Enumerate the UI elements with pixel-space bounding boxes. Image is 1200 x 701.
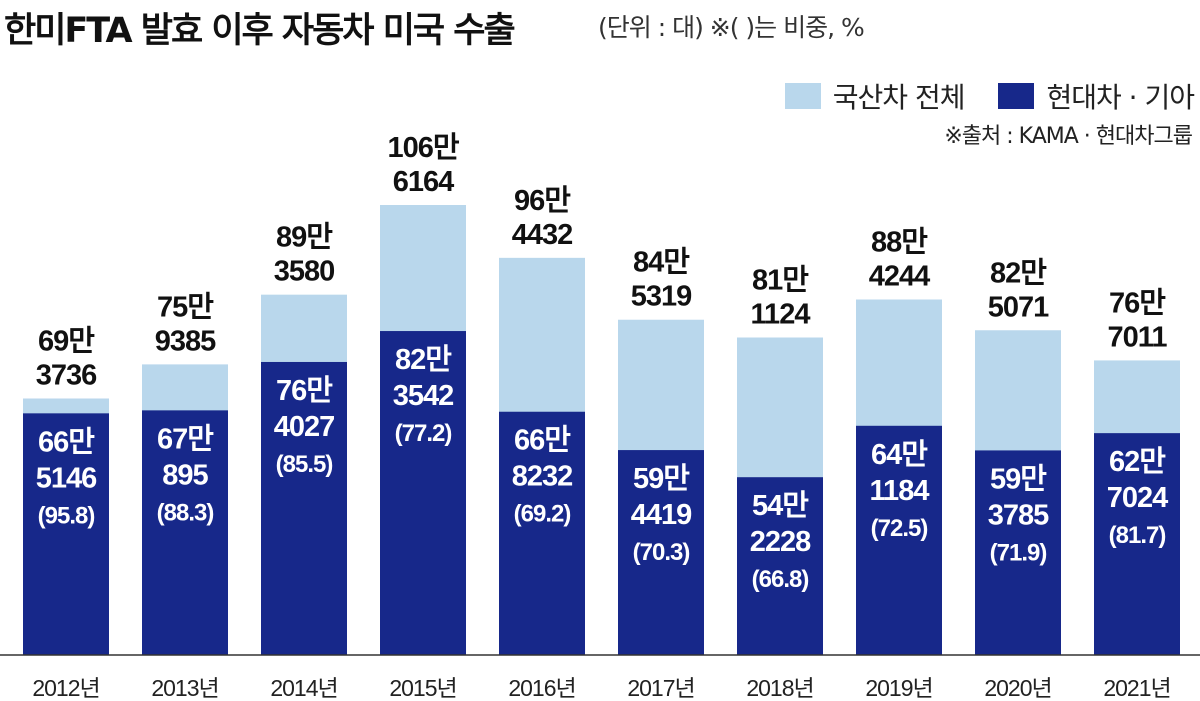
data-label-hyundai-kia: 5146 <box>36 462 97 494</box>
bar-hyundai-kia-2012년 <box>23 413 109 655</box>
unit-note: (단위 : 대) ※( )는 비중, % <box>598 13 865 42</box>
x-tick-label: 2012년 <box>32 675 99 701</box>
data-label-hyundai-kia: (95.8) <box>38 502 95 529</box>
source-note: ※출처 : KAMA · 현대차그룹 <box>944 124 1193 149</box>
data-label-total: 88만 <box>871 226 928 259</box>
data-label-hyundai-kia: 59만 <box>633 462 690 495</box>
legend: 국산차 전체 현대차 · 기아 <box>784 76 1195 116</box>
data-label-hyundai-kia: 62만 <box>1109 445 1166 478</box>
data-label-total: 9385 <box>155 325 216 357</box>
data-label-hyundai-kia: (85.5) <box>276 451 333 478</box>
x-tick-label: 2014년 <box>270 675 337 701</box>
data-label-hyundai-kia: 895 <box>162 459 208 491</box>
x-tick-label: 2013년 <box>151 675 218 701</box>
bar-hyundai-kia-2016년 <box>499 411 585 655</box>
legend-swatch-hyundai-kia <box>998 83 1035 109</box>
data-label-hyundai-kia: (70.3) <box>633 539 690 566</box>
data-label-total: 84만 <box>633 246 690 279</box>
bar-hyundai-kia-2015년 <box>380 331 466 655</box>
data-label-hyundai-kia: 7024 <box>1107 482 1168 514</box>
data-label-hyundai-kia: 76만 <box>276 374 333 407</box>
data-label-total: 76만 <box>1109 286 1166 319</box>
x-tick-label: 2018년 <box>746 675 813 701</box>
data-label-hyundai-kia: 82만 <box>395 343 452 376</box>
data-label-hyundai-kia: 4419 <box>631 499 692 531</box>
x-tick-label: 2021년 <box>1103 675 1170 701</box>
bar-hyundai-kia-2013년 <box>142 410 228 655</box>
bar-hyundai-kia-2017년 <box>618 450 704 655</box>
data-label-total: 1124 <box>751 299 811 331</box>
data-label-hyundai-kia: (69.2) <box>514 501 571 528</box>
data-label-total: 82만 <box>990 256 1047 289</box>
data-label-total: 106만 <box>387 131 459 164</box>
bar-hyundai-kia-2014년 <box>261 361 347 655</box>
data-label-hyundai-kia: 8232 <box>512 461 573 493</box>
data-label-hyundai-kia: (88.3) <box>157 499 214 526</box>
data-label-hyundai-kia: 67만 <box>157 422 214 455</box>
data-label-total: 7011 <box>1108 321 1168 353</box>
data-label-hyundai-kia: (71.9) <box>990 539 1047 566</box>
data-label-hyundai-kia: 54만 <box>752 489 809 522</box>
x-tick-label: 2016년 <box>508 675 575 701</box>
bar-hyundai-kia-2018년 <box>737 477 823 655</box>
x-tick-label: 2017년 <box>627 675 694 701</box>
data-label-hyundai-kia: 59만 <box>990 462 1047 495</box>
data-label-total: 4244 <box>869 261 930 293</box>
data-label-hyundai-kia: (81.7) <box>1109 522 1166 549</box>
data-label-total: 89만 <box>276 221 333 254</box>
data-label-hyundai-kia: (77.2) <box>395 420 452 447</box>
data-label-hyundai-kia: 66만 <box>38 425 95 458</box>
x-tick-label: 2015년 <box>389 675 456 701</box>
x-tick-label: 2020년 <box>984 675 1051 701</box>
data-label-hyundai-kia: 4027 <box>274 411 335 443</box>
legend-label-hyundai-kia: 현대차 · 기아 <box>1046 81 1195 114</box>
data-label-total: 69만 <box>38 324 95 357</box>
x-tick-label: 2019년 <box>865 675 932 701</box>
data-label-hyundai-kia: 1184 <box>870 475 930 507</box>
bar-hyundai-kia-2021년 <box>1094 433 1180 655</box>
data-label-total: 81만 <box>752 264 809 297</box>
data-label-total: 4432 <box>512 219 573 251</box>
chart-title: 한미FTA 발효 이후 자동차 미국 수출 <box>4 11 516 51</box>
data-label-hyundai-kia: (66.8) <box>752 566 809 593</box>
data-label-hyundai-kia: (72.5) <box>871 515 928 542</box>
bar-hyundai-kia-2019년 <box>856 425 942 655</box>
data-label-total: 75만 <box>157 290 214 323</box>
data-label-hyundai-kia: 64만 <box>871 438 928 471</box>
legend-label-total: 국산차 전체 <box>832 81 966 114</box>
legend-swatch-total <box>784 83 821 109</box>
data-label-hyundai-kia: 2228 <box>750 526 811 558</box>
data-label-total: 3736 <box>36 359 97 391</box>
data-label-total: 3580 <box>274 256 335 288</box>
data-label-hyundai-kia: 66만 <box>514 424 571 457</box>
data-label-hyundai-kia: 3785 <box>988 499 1049 531</box>
data-label-hyundai-kia: 3542 <box>393 380 454 412</box>
data-label-total: 5071 <box>988 291 1049 323</box>
bar-hyundai-kia-2020년 <box>975 450 1061 655</box>
data-label-total: 6164 <box>393 166 454 198</box>
data-label-total: 5319 <box>631 281 692 313</box>
data-label-total: 96만 <box>514 184 571 217</box>
